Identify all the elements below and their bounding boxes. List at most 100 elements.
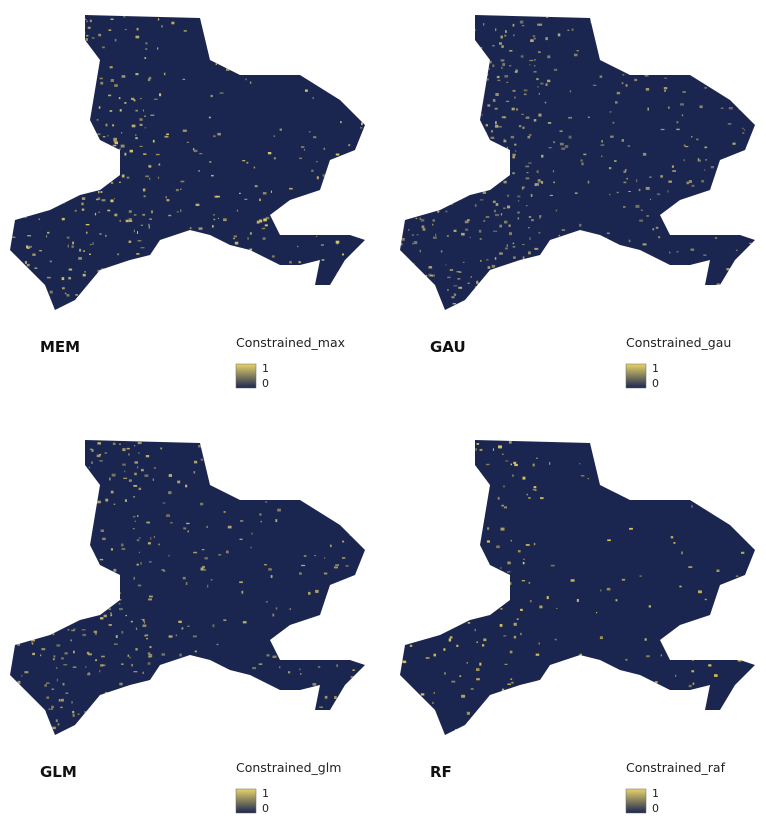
region-base — [10, 15, 365, 310]
texture-speck — [418, 503, 422, 505]
texture-speck — [109, 172, 113, 175]
texture-speck — [315, 589, 319, 593]
texture-speck — [81, 97, 86, 99]
texture-speck — [185, 484, 188, 488]
texture-speck — [443, 40, 447, 44]
texture-speck — [66, 294, 70, 297]
texture-speck — [58, 50, 60, 52]
texture-speck — [97, 151, 100, 155]
texture-speck — [505, 100, 510, 102]
texture-speck — [38, 218, 40, 220]
texture-speck — [538, 231, 541, 234]
texture-speck — [505, 247, 508, 250]
texture-speck — [536, 457, 538, 459]
texture-speck — [679, 585, 682, 588]
texture-speck — [447, 289, 449, 291]
texture-speck — [204, 557, 208, 560]
texture-speck — [400, 242, 403, 246]
texture-speck — [72, 666, 77, 668]
texture-speck — [249, 232, 252, 235]
texture-speck — [735, 249, 738, 251]
texture-speck — [690, 52, 694, 55]
texture-speck — [428, 635, 430, 639]
texture-speck — [412, 298, 415, 301]
texture-speck — [97, 500, 101, 504]
texture-speck — [143, 195, 146, 198]
texture-speck — [109, 268, 111, 270]
texture-speck — [431, 166, 433, 169]
texture-speck — [445, 113, 448, 116]
texture-speck — [479, 298, 482, 299]
texture-speck — [570, 710, 573, 714]
texture-speck — [27, 292, 31, 295]
texture-speck — [111, 153, 116, 156]
texture-speck — [73, 114, 75, 116]
texture-speck — [425, 575, 429, 577]
texture-speck — [37, 538, 40, 541]
texture-speck — [40, 54, 44, 57]
texture-speck — [109, 477, 111, 481]
texture-speck — [422, 299, 426, 301]
texture-speck — [322, 174, 326, 177]
texture-speck — [192, 635, 197, 638]
texture-speck — [501, 45, 504, 48]
texture-speck — [266, 654, 270, 657]
texture-speck — [487, 60, 492, 64]
texture-speck — [268, 448, 271, 450]
texture-speck — [268, 568, 272, 571]
texture-speck — [75, 122, 78, 124]
texture-speck — [474, 185, 479, 187]
texture-speck — [710, 306, 713, 308]
texture-speck — [415, 583, 417, 586]
texture-speck — [100, 617, 104, 620]
texture-speck — [58, 509, 62, 512]
texture-speck — [438, 20, 440, 24]
texture-speck — [510, 463, 512, 466]
texture-speck — [142, 624, 147, 627]
texture-speck — [168, 214, 172, 217]
texture-speck — [737, 35, 741, 38]
texture-speck — [406, 174, 411, 178]
texture-speck — [403, 516, 405, 519]
texture-speck — [201, 549, 205, 551]
texture-speck — [119, 181, 121, 183]
texture-speck — [250, 546, 252, 549]
texture-speck — [348, 32, 350, 35]
texture-speck — [733, 177, 735, 180]
texture-speck — [262, 713, 264, 716]
texture-speck — [286, 453, 288, 456]
texture-speck — [500, 35, 503, 39]
texture-speck — [139, 298, 142, 301]
texture-speck — [646, 655, 650, 658]
texture-speck — [553, 141, 555, 144]
texture-speck — [416, 141, 419, 143]
texture-speck — [88, 466, 90, 469]
texture-speck — [62, 621, 66, 624]
texture-speck — [490, 146, 493, 148]
texture-speck — [86, 231, 88, 234]
texture-speck — [142, 188, 146, 192]
texture-speck — [404, 82, 409, 85]
texture-speck — [110, 614, 113, 617]
texture-speck — [661, 48, 663, 51]
texture-speck — [411, 234, 415, 236]
texture-speck — [706, 46, 709, 48]
texture-speck — [480, 70, 483, 73]
texture-speck — [407, 83, 410, 86]
texture-speck — [44, 92, 48, 94]
texture-speck — [83, 509, 87, 512]
texture-speck — [431, 485, 433, 489]
texture-speck — [463, 169, 467, 171]
texture-speck — [430, 287, 432, 289]
texture-speck — [457, 278, 461, 280]
texture-speck — [48, 624, 53, 627]
texture-speck — [574, 292, 578, 294]
texture-speck — [36, 77, 39, 80]
texture-speck — [714, 674, 718, 677]
texture-speck — [448, 638, 452, 642]
texture-speck — [488, 68, 490, 70]
texture-speck — [422, 537, 425, 540]
texture-speck — [53, 34, 56, 37]
texture-speck — [139, 145, 143, 147]
texture-speck — [317, 666, 321, 668]
